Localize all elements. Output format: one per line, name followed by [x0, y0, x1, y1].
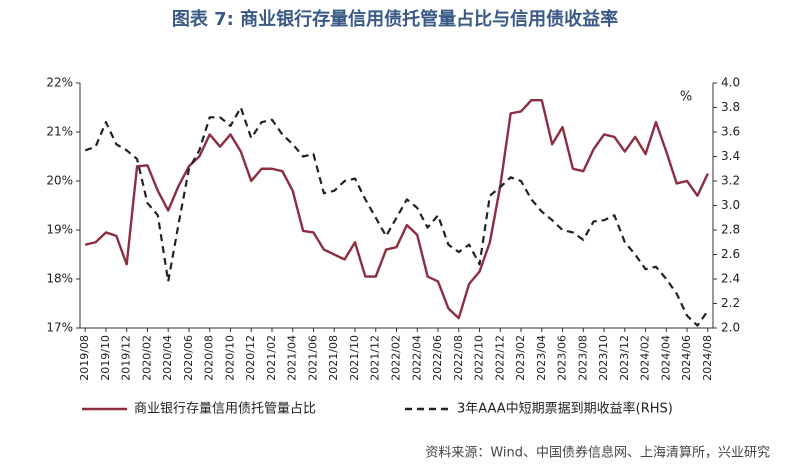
y-tick-label: 21% [46, 125, 73, 139]
x-tick-label: 2024/08 [701, 335, 714, 381]
x-tick-label: 2021/06 [306, 335, 319, 381]
x-tick-label: 2022/02 [390, 335, 403, 381]
y-tick-label: 22% [46, 76, 73, 90]
series-line [84, 106, 709, 327]
x-tick-label: 2022/10 [473, 335, 486, 381]
y2-tick-label: 2.0 [721, 321, 740, 335]
x-tick-label: 2019/10 [99, 335, 112, 381]
x-tick-label: 2021/04 [286, 335, 299, 381]
x-tick-label: 2019/08 [78, 335, 91, 381]
y2-tick-label: 2.8 [721, 223, 740, 237]
legend-label: 3年AAA中短期票据到期收益率(RHS) [457, 401, 673, 417]
y-tick-label: 18% [46, 272, 73, 286]
source: 资料来源：Wind、中国债券信息网、上海清算所，兴业研究 [425, 445, 770, 461]
chart-title: 图表 7: 商业银行存量信用债托管量占比与信用债收益率 [172, 8, 618, 30]
x-tick-label: 2023/02 [514, 335, 527, 381]
x-tick-label: 2023/06 [556, 335, 569, 381]
x-tick-label: 2021/08 [327, 335, 340, 381]
y2-tick-label: 2.2 [721, 296, 740, 310]
x-tick-label: 2020/02 [140, 335, 153, 381]
y2-tick-label: 3.4 [721, 149, 740, 163]
y-tick-label: 20% [46, 174, 73, 188]
x-tick-label: 2024/06 [680, 335, 693, 381]
x-tick-label: 2023/10 [597, 335, 610, 381]
x-tick-label: 2020/06 [182, 335, 195, 381]
x-tick-label: 2024/04 [659, 335, 672, 381]
x-tick-label: 2020/10 [223, 335, 236, 381]
x-tick-label: 2020/04 [161, 335, 174, 381]
y2-tick-label: 3.6 [721, 125, 740, 139]
y2-unit: % [680, 90, 692, 105]
y-tick-label: 19% [46, 223, 73, 237]
x-tick-label: 2023/04 [535, 335, 548, 381]
x-tick-label: 2024/02 [639, 335, 652, 381]
y2-tick-label: 2.6 [721, 247, 740, 261]
x-tick-label: 2019/12 [120, 335, 133, 381]
y2-tick-label: 4.0 [721, 76, 740, 90]
y2-tick-label: 3.8 [721, 100, 740, 114]
x-tick-label: 2020/08 [203, 335, 216, 381]
legend-label: 商业银行存量信用债托管量占比 [134, 402, 316, 417]
x-tick-label: 2022/08 [452, 335, 465, 381]
x-tick-label: 2021/10 [348, 335, 361, 381]
y-tick-label: 17% [46, 321, 73, 335]
series-line [84, 98, 709, 320]
x-tick-label: 2022/06 [431, 335, 444, 381]
x-tick-label: 2021/02 [265, 335, 278, 381]
y2-tick-label: 2.4 [721, 272, 740, 286]
y2-tick-label: 3.0 [721, 198, 740, 212]
y2-tick-label: 3.2 [721, 174, 740, 188]
x-tick-label: 2023/12 [618, 335, 631, 381]
x-tick-label: 2023/08 [576, 335, 589, 381]
x-tick-label: 2022/04 [410, 335, 423, 381]
x-tick-label: 2020/12 [244, 335, 257, 381]
x-tick-label: 2021/12 [369, 335, 382, 381]
x-tick-label: 2022/12 [493, 335, 506, 381]
